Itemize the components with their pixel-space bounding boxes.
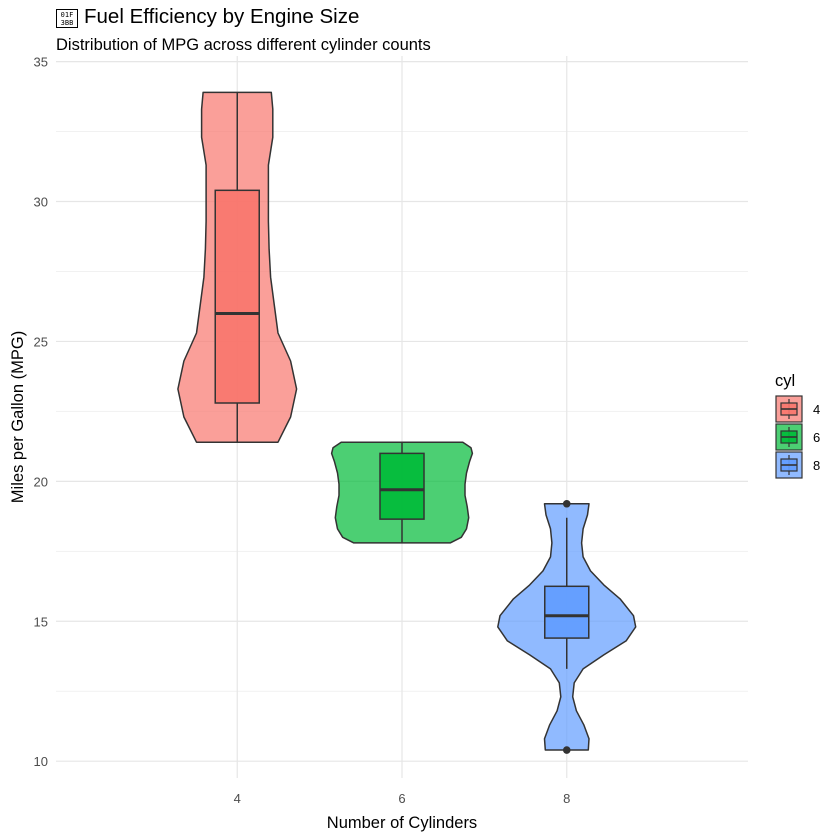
chart-subtitle: Distribution of MPG across different cyl… (56, 36, 431, 54)
y-tick-label: 35 (34, 55, 48, 70)
chart-title-text: Fuel Efficiency by Engine Size (84, 5, 360, 28)
legend-title: cyl (775, 372, 795, 390)
box-4 (214, 189, 260, 404)
x-tick-label: 4 (234, 791, 241, 806)
chart-title: 01F 3BB Fuel Efficiency by Engine Size (56, 5, 359, 29)
y-tick-label: 30 (34, 195, 48, 210)
y-tick-label: 25 (34, 334, 48, 349)
x-axis-title: Number of Cylinders (327, 814, 477, 832)
legend-label-8: 8 (813, 458, 820, 473)
y-tick-label: 15 (34, 614, 48, 629)
legend-label-4: 4 (813, 402, 820, 417)
x-tick-label: 8 (563, 791, 570, 806)
outlier-point (562, 499, 571, 508)
outlier-point (562, 746, 571, 754)
y-tick-label: 20 (34, 474, 48, 489)
y-axis-title: Miles per Gallon (MPG) (9, 331, 27, 503)
x-tick-label: 6 (398, 791, 405, 806)
box-6 (379, 452, 425, 520)
legend-label-6: 6 (813, 430, 820, 445)
box-8 (544, 585, 590, 639)
y-tick-label: 10 (34, 754, 48, 769)
fuel-pump-emoji-icon: 01F 3BB (56, 9, 78, 28)
